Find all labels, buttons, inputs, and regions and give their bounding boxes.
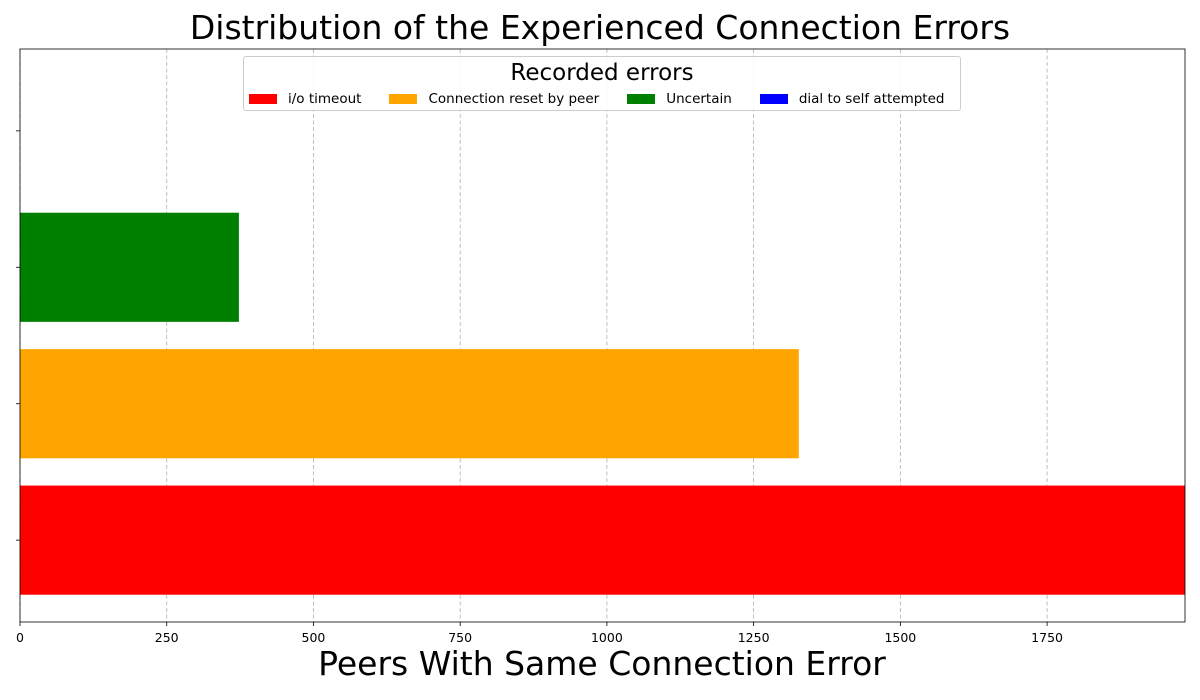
- legend-swatch: [389, 94, 418, 104]
- x-tick-label: 750: [448, 630, 472, 645]
- bar-uncertain: [20, 212, 239, 322]
- x-tick-label: 1250: [738, 630, 770, 645]
- bar-i-o-timeout: [20, 485, 1185, 595]
- legend-item: dial to self attempted: [759, 91, 945, 107]
- plot-frame: [19, 48, 1186, 623]
- legend: Recorded errors i/o timeout Connection re…: [243, 56, 961, 111]
- chart-title: Distribution of the Experienced Connecti…: [189, 8, 1011, 47]
- bar-connection-reset-by-peer: [20, 349, 799, 459]
- legend-label: dial to self attempted: [798, 91, 945, 107]
- x-tick-label: 250: [155, 630, 179, 645]
- legend-label: Uncertain: [666, 91, 732, 107]
- legend-swatch: [627, 94, 656, 104]
- legend-title: Recorded errors: [510, 60, 694, 86]
- x-axis-label: Peers With Same Connection Error: [318, 644, 886, 683]
- legend-items: i/o timeout Connection reset by peer Uncer…: [249, 91, 944, 107]
- legend-item: Connection reset by peer: [389, 91, 599, 107]
- legend-item: Uncertain: [627, 91, 732, 107]
- x-tick-label: 1750: [1031, 630, 1063, 645]
- legend-label: i/o timeout: [288, 91, 362, 107]
- x-tick-label: 0: [16, 630, 24, 645]
- x-tick-label: 1500: [884, 630, 916, 645]
- legend-item: i/o timeout: [249, 91, 361, 107]
- legend-swatch: [759, 94, 788, 104]
- legend-label: Connection reset by peer: [428, 91, 600, 107]
- x-tick-label: 1000: [591, 630, 623, 645]
- x-tick-label: 500: [302, 630, 326, 645]
- legend-swatch: [249, 94, 277, 104]
